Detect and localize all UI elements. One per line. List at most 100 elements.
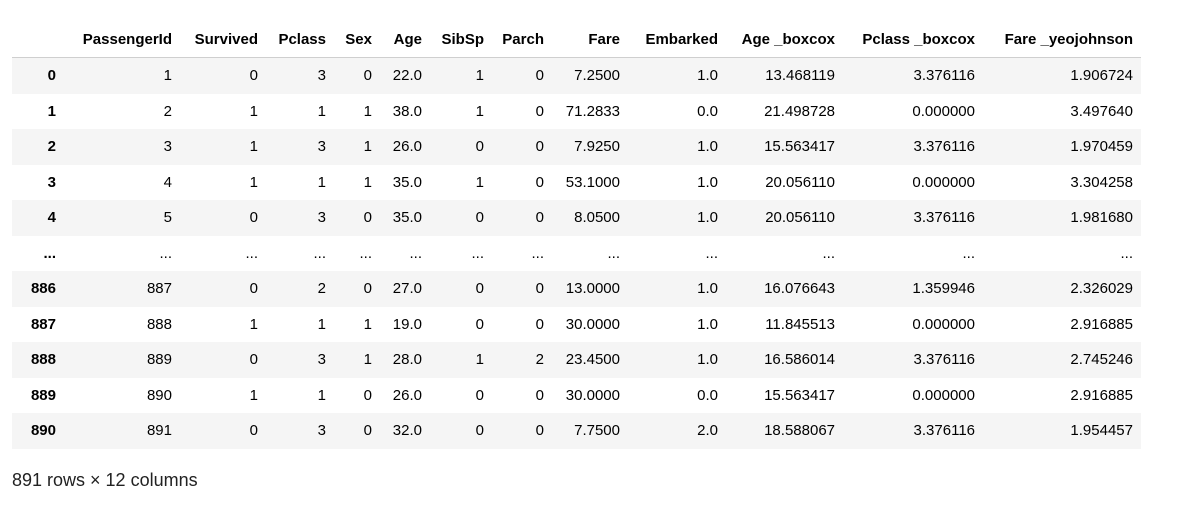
cell-sibsp: 1 xyxy=(475,102,484,120)
cell-fare: 53.1000 xyxy=(565,173,620,191)
cell-fare-yeojohnson: 1.906724 xyxy=(1070,67,1133,85)
cell-fare-yeojohnson: 1.970459 xyxy=(1070,138,1133,156)
cell-age: 28.0 xyxy=(392,351,422,369)
column-header-pclass-boxcox: Pclass _boxcox xyxy=(843,21,983,58)
cell-age-boxcox: 20.056110 xyxy=(765,209,835,227)
cell-survived: 0 xyxy=(249,351,258,369)
cell-sex: 1 xyxy=(363,173,372,191)
cell-parch: 2 xyxy=(535,351,544,369)
cell-sibsp: 0 xyxy=(475,315,484,333)
row-index-cell: 2 xyxy=(47,138,56,156)
cell-passengerid: 2 xyxy=(163,102,172,120)
cell-fare: 7.2500 xyxy=(574,67,620,85)
cell-pclass-boxcox: 0.000000 xyxy=(912,173,975,191)
cell-pclass: 3 xyxy=(317,209,326,227)
cell-parch: 0 xyxy=(535,173,544,191)
row-index-cell: ... xyxy=(43,244,56,262)
cell-parch: 0 xyxy=(535,280,544,298)
column-header-age: Age xyxy=(380,21,430,58)
cell-passengerid: 891 xyxy=(146,422,172,440)
cell-pclass: 1 xyxy=(317,102,326,120)
cell-passengerid: 887 xyxy=(146,280,172,298)
cell-embarked: 0.0 xyxy=(697,102,718,120)
cell-pclass: 1 xyxy=(317,173,326,191)
cell-survived: 1 xyxy=(249,138,258,156)
table-row: 3 4 1 1 1 35.0 1 0 53.1000 1.0 20.056110 0.000000 3.… xyxy=(12,164,1141,200)
dataframe-shape-text: 891 rows × 12 columns xyxy=(12,470,198,490)
cell-age: 35.0 xyxy=(392,209,422,227)
cell-age-boxcox: 16.586014 xyxy=(764,351,835,369)
cell-passengerid: 4 xyxy=(163,173,172,191)
cell-fare: 30.0000 xyxy=(565,315,620,333)
table-row-ellipsis: ....................................... xyxy=(12,235,1141,271)
cell-age-boxcox: 13.468119 xyxy=(765,67,835,85)
cell-pclass-boxcox: 0.000000 xyxy=(912,386,975,404)
cell-fare-yeojohnson: 1.954457 xyxy=(1070,422,1133,440)
cell-sex: 1 xyxy=(363,138,372,156)
row-index-cell: 889 xyxy=(30,386,56,404)
table-row: 889 890 1 1 0 26.0 0 0 30.0000 0.0 15.563417 0.0000… xyxy=(12,377,1141,413)
cell-embarked: 1.0 xyxy=(697,315,718,333)
cell-parch: 0 xyxy=(535,102,544,120)
cell-sibsp: 0 xyxy=(475,209,484,227)
cell-pclass-boxcox: 3.376116 xyxy=(913,138,975,156)
table-row: 887 888 1 1 1 19.0 0 0 30.0000 1.0 11.845513 0.0000… xyxy=(12,306,1141,342)
cell-survived: 0 xyxy=(249,67,258,85)
cell-pclass: 3 xyxy=(317,67,326,85)
cell-fare-yeojohnson: ... xyxy=(1120,244,1133,262)
cell-age: 27.0 xyxy=(392,280,422,298)
cell-passengerid: ... xyxy=(159,244,172,262)
cell-age: 26.0 xyxy=(392,138,422,156)
cell-sibsp: 0 xyxy=(475,138,484,156)
cell-pclass: 1 xyxy=(317,315,326,333)
cell-pclass: 3 xyxy=(317,138,326,156)
cell-age: 26.0 xyxy=(392,386,422,404)
cell-age: 19.0 xyxy=(392,315,422,333)
table-row: 890 891 0 3 0 32.0 0 0 7.7500 2.0 18.588067 3.37611… xyxy=(12,413,1141,449)
cell-fare: 8.0500 xyxy=(574,209,620,227)
cell-age: ... xyxy=(409,244,422,262)
cell-parch: ... xyxy=(531,244,544,262)
cell-sex: 0 xyxy=(363,386,372,404)
cell-passengerid: 3 xyxy=(163,138,172,156)
cell-parch: 0 xyxy=(535,422,544,440)
column-header-fare-yeojohnson: Fare _yeojohnson xyxy=(983,21,1141,58)
cell-survived: 1 xyxy=(249,102,258,120)
row-index-cell: 890 xyxy=(30,422,56,440)
cell-age: 38.0 xyxy=(392,102,422,120)
cell-pclass-boxcox: 3.376116 xyxy=(913,67,975,85)
cell-passengerid: 5 xyxy=(163,209,172,227)
cell-embarked: 1.0 xyxy=(697,209,718,227)
cell-survived: 1 xyxy=(249,173,258,191)
cell-fare: 30.0000 xyxy=(565,386,620,404)
cell-fare: 7.9250 xyxy=(574,138,620,156)
cell-pclass: 3 xyxy=(317,422,326,440)
column-header-sex: Sex xyxy=(334,21,380,58)
cell-passengerid: 888 xyxy=(146,315,172,333)
cell-age: 35.0 xyxy=(392,173,422,191)
row-index-cell: 886 xyxy=(30,280,56,298)
cell-sex: 1 xyxy=(363,351,372,369)
cell-survived: 0 xyxy=(249,209,258,227)
cell-sex: 0 xyxy=(363,209,372,227)
table-row: 1 2 1 1 1 38.0 1 0 71.2833 0.0 21.498728 0.000000 3.… xyxy=(12,93,1141,129)
cell-age-boxcox: 16.076643 xyxy=(764,280,835,298)
cell-embarked: ... xyxy=(705,244,718,262)
header-row: PassengerId Survived Pclass Sex Age SibS… xyxy=(12,21,1141,58)
column-header-pclass: Pclass xyxy=(266,21,334,58)
cell-pclass: 3 xyxy=(317,351,326,369)
cell-parch: 0 xyxy=(535,209,544,227)
cell-fare: ... xyxy=(607,244,620,262)
cell-embarked: 1.0 xyxy=(697,67,718,85)
row-index-cell: 4 xyxy=(47,209,56,227)
cell-embarked: 1.0 xyxy=(697,351,718,369)
cell-age-boxcox: ... xyxy=(822,244,835,262)
cell-sibsp: 1 xyxy=(475,67,484,85)
cell-fare: 7.7500 xyxy=(574,422,620,440)
cell-age-boxcox: 15.563417 xyxy=(764,386,835,404)
cell-age-boxcox: 15.563417 xyxy=(764,138,835,156)
cell-fare: 23.4500 xyxy=(565,351,620,369)
cell-age-boxcox: 11.845513 xyxy=(765,315,835,333)
cell-pclass-boxcox: ... xyxy=(962,244,975,262)
cell-sibsp: 0 xyxy=(475,422,484,440)
